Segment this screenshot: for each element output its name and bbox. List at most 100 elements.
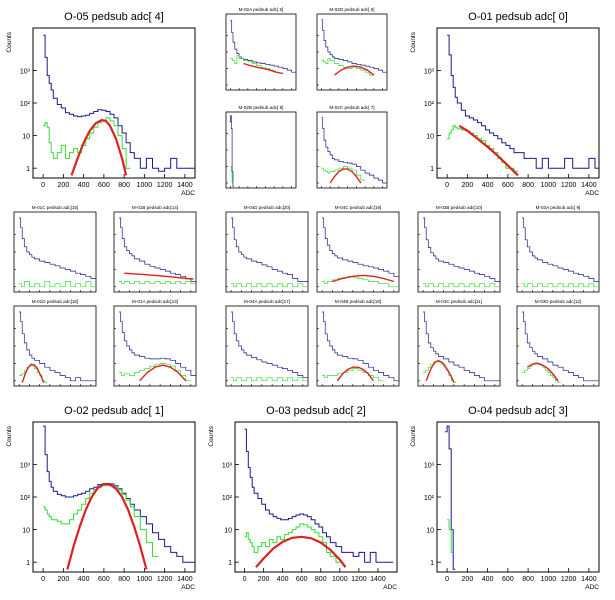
x-axis-label: ADC bbox=[585, 584, 599, 591]
plot-data bbox=[423, 311, 500, 383]
y-tick-label: 10³ bbox=[222, 462, 233, 469]
x-tick-label: 800 bbox=[118, 576, 130, 583]
plot-frame bbox=[417, 305, 501, 387]
x-tick-label: 600 bbox=[502, 182, 514, 189]
plot-frame bbox=[316, 305, 400, 387]
panel-m-02a: M-02A pedsub adc[ 5] bbox=[225, 7, 297, 91]
plot-frame bbox=[225, 305, 309, 387]
panel-m-01d: M-01D pedsub adc[16] bbox=[13, 299, 97, 387]
plot-frame bbox=[234, 421, 398, 573]
fit-curve bbox=[139, 364, 187, 382]
x-tick-label: 1200 bbox=[561, 182, 577, 189]
panel-m-02d: M-02D pedsub adc[ 6] bbox=[316, 7, 388, 91]
panel-m-03a: M-03A pedsub adc[ 9] bbox=[516, 205, 600, 293]
plot-data bbox=[43, 34, 195, 176]
x-tick-label: 600 bbox=[502, 576, 514, 583]
plot-data bbox=[231, 311, 308, 382]
panel-m-01a: M-01A pedsub adc[13] bbox=[113, 299, 197, 387]
y-tick-label: 1 bbox=[26, 560, 30, 567]
y-tick-label: 10³ bbox=[20, 68, 31, 75]
x-tick-label: 800 bbox=[315, 576, 327, 583]
x-tick-label: 400 bbox=[78, 576, 90, 583]
x-tick-label: 800 bbox=[118, 182, 130, 189]
plot-title: O-01 pedsub adc[ 0] bbox=[468, 11, 568, 23]
fit-curve bbox=[425, 360, 455, 383]
x-axis-label: ADC bbox=[585, 190, 599, 197]
plot-frame bbox=[516, 305, 600, 387]
histogram-pedsub bbox=[321, 166, 366, 181]
fit-curve bbox=[255, 535, 347, 568]
panel-m-03c: M-03C pedsub adc[11] bbox=[417, 299, 501, 387]
fit-curve bbox=[332, 274, 395, 283]
plot-title: M-04A pedsub adc[17] bbox=[244, 299, 290, 304]
x-tick-label: 1400 bbox=[581, 576, 597, 583]
histogram-total bbox=[522, 217, 599, 282]
histogram-total bbox=[19, 311, 96, 382]
x-tick-label: 0 bbox=[445, 576, 449, 583]
y-tick-label: 1 bbox=[430, 166, 434, 173]
plot-data bbox=[522, 217, 599, 288]
plot-title: M-01D pedsub adc[16] bbox=[32, 299, 78, 304]
histogram-pedsub bbox=[230, 166, 233, 184]
plot-title: O-03 pedsub adc[ 2] bbox=[266, 405, 366, 417]
plot-data bbox=[244, 428, 394, 568]
plot-data bbox=[321, 19, 387, 76]
plot-frame bbox=[13, 211, 97, 293]
histogram-pedsub bbox=[322, 368, 384, 382]
x-tick-label: 800 bbox=[522, 182, 534, 189]
histogram-pedsub bbox=[522, 283, 599, 288]
fit-curve bbox=[66, 482, 148, 570]
plot-data bbox=[445, 425, 456, 570]
x-tick-label: 1400 bbox=[370, 576, 386, 583]
histogram-total bbox=[244, 428, 394, 563]
plot-title: O-02 pedsub adc[ 1] bbox=[64, 405, 164, 417]
panel-m-02c: M-02C pedsub adc[ 7] bbox=[316, 105, 388, 189]
fit-curve bbox=[21, 363, 45, 383]
x-axis-label: ADC bbox=[383, 584, 397, 591]
histogram-total bbox=[445, 425, 456, 570]
x-tick-label: 0 bbox=[41, 576, 45, 583]
x-tick-label: 600 bbox=[98, 576, 110, 583]
plot-data bbox=[322, 217, 399, 288]
histogram-pedsub bbox=[119, 281, 196, 285]
y-tick-label: 10³ bbox=[424, 68, 435, 75]
x-tick-label: 1000 bbox=[137, 576, 153, 583]
panel-o-03: O-03 pedsub adc[ 2] 0 200 400 600 800 1000 1200… bbox=[208, 405, 398, 591]
x-tick-label: 200 bbox=[258, 576, 270, 583]
plot-title: M-01B pedsub adc[14] bbox=[132, 205, 178, 210]
plot-title: M-01C pedsub adc[15] bbox=[32, 205, 78, 210]
x-tick-label: 1200 bbox=[157, 182, 173, 189]
fit-curve bbox=[334, 65, 375, 76]
y-tick-label: 10³ bbox=[20, 462, 31, 469]
plot-title: M-04C pedsub adc[19] bbox=[335, 205, 381, 210]
histogram-total bbox=[119, 217, 196, 282]
x-tick-label: 1000 bbox=[541, 576, 557, 583]
panel-m-04a: M-04A pedsub adc[17] bbox=[225, 299, 309, 387]
plot-data bbox=[43, 425, 195, 570]
histogram-total bbox=[423, 311, 500, 382]
x-tick-label: 600 bbox=[98, 182, 110, 189]
y-tick-label: 10² bbox=[424, 101, 435, 108]
x-tick-label: 1000 bbox=[332, 576, 348, 583]
histogram-total bbox=[43, 34, 195, 172]
histogram-pedsub bbox=[19, 281, 96, 288]
x-tick-label: 200 bbox=[462, 576, 474, 583]
plot-title: M-02C pedsub adc[ 7] bbox=[329, 105, 374, 110]
panel-m-04b: M-04B pedsub adc[18] bbox=[316, 299, 400, 387]
plot-title: M-04B pedsub adc[18] bbox=[335, 299, 381, 304]
y-tick-label: 10² bbox=[20, 495, 31, 502]
plot-title: M-02B pedsub adc[ 8] bbox=[239, 105, 284, 110]
plot-title: M-04D pedsub adc[20] bbox=[244, 205, 290, 210]
plot-title: O-04 pedsub adc[ 3] bbox=[468, 405, 568, 417]
histogram-total bbox=[231, 311, 308, 379]
plot-title: M-01A pedsub adc[13] bbox=[132, 299, 178, 304]
histogram-pedsub bbox=[321, 58, 374, 76]
y-tick-label: 1 bbox=[26, 166, 30, 173]
plot-frame bbox=[436, 421, 600, 573]
histogram-pedsub bbox=[43, 484, 159, 557]
plot-title: O-05 pedsub adc[ 4] bbox=[64, 11, 164, 23]
plot-title: M-03B pedsub adc[10] bbox=[436, 205, 482, 210]
plot-data bbox=[522, 311, 599, 383]
x-axis-label: ADC bbox=[181, 190, 195, 197]
plot-frame bbox=[316, 13, 388, 91]
